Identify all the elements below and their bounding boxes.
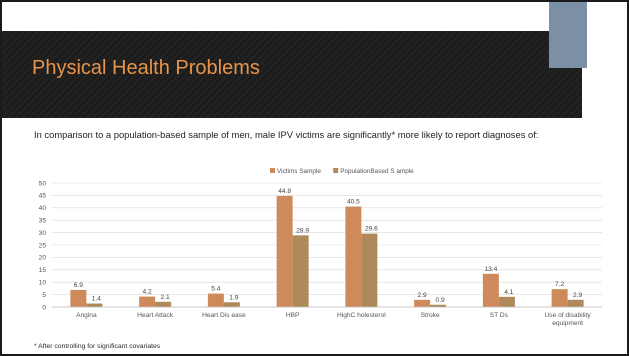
x-tick-label: equipment [552, 320, 583, 327]
data-label: 2.9 [418, 292, 427, 299]
data-label: 1.9 [229, 294, 238, 301]
x-tick-label: Heart Dis ease [202, 312, 246, 319]
x-tick-label: Use of disability [545, 312, 592, 319]
data-label: 13.4 [484, 266, 497, 273]
y-tick-label: 5 [42, 292, 46, 299]
bar [139, 296, 156, 307]
bar [567, 299, 584, 307]
y-tick-label: 10 [39, 280, 47, 287]
data-label: 2.1 [161, 294, 170, 301]
data-label: 1.4 [92, 296, 101, 303]
bar [155, 301, 172, 307]
title-banner [2, 31, 582, 118]
x-tick-label: Stroke [421, 312, 440, 319]
intro-text: In comparison to a population-based samp… [34, 129, 539, 140]
data-label: 2.9 [573, 292, 582, 299]
bar [207, 293, 224, 307]
bar [276, 195, 293, 307]
y-tick-label: 50 [39, 180, 47, 187]
y-tick-label: 0 [42, 304, 46, 311]
bar [223, 302, 240, 307]
data-label: 4.1 [504, 289, 513, 296]
bar [551, 289, 568, 307]
y-tick-label: 20 [39, 255, 47, 262]
legend-swatch [333, 168, 339, 173]
footnote: * After controlling for significant cova… [34, 343, 161, 350]
y-tick-label: 30 [39, 230, 47, 237]
bar [498, 296, 515, 307]
data-label: 29.6 [365, 226, 378, 233]
bar [70, 289, 87, 307]
data-label: 0.9 [436, 297, 445, 304]
x-tick-label: HBP [286, 312, 300, 319]
x-tick-label: ST Ds [490, 312, 509, 319]
legend-label: Victims Sample [277, 168, 321, 175]
data-label: 28.9 [296, 227, 309, 234]
bar [430, 304, 447, 307]
bar [292, 235, 309, 307]
y-tick-label: 40 [39, 205, 47, 212]
data-label: 40.5 [347, 199, 360, 206]
bar [414, 299, 431, 307]
legend-swatch [270, 168, 275, 173]
x-tick-label: HighC holesterol [337, 312, 386, 319]
data-label: 6.9 [74, 282, 83, 289]
y-tick-label: 25 [39, 242, 47, 249]
slide-title: Physical Health Problems [32, 57, 260, 79]
data-label: 44.8 [278, 188, 291, 195]
x-tick-label: Heart Attack [137, 312, 174, 319]
y-tick-label: 45 [39, 193, 47, 200]
legend-label: PopulationBased S ample [340, 168, 414, 175]
bar [345, 206, 362, 307]
data-label: 7.2 [555, 281, 564, 288]
bar [361, 233, 378, 307]
bar [86, 303, 103, 307]
x-tick-label: Angina [76, 312, 97, 319]
data-label: 4.2 [143, 289, 152, 296]
accent-block [549, 2, 587, 68]
y-tick-label: 15 [39, 267, 47, 274]
bar [482, 273, 499, 307]
data-label: 5.4 [211, 286, 220, 293]
y-tick-label: 35 [39, 218, 47, 225]
